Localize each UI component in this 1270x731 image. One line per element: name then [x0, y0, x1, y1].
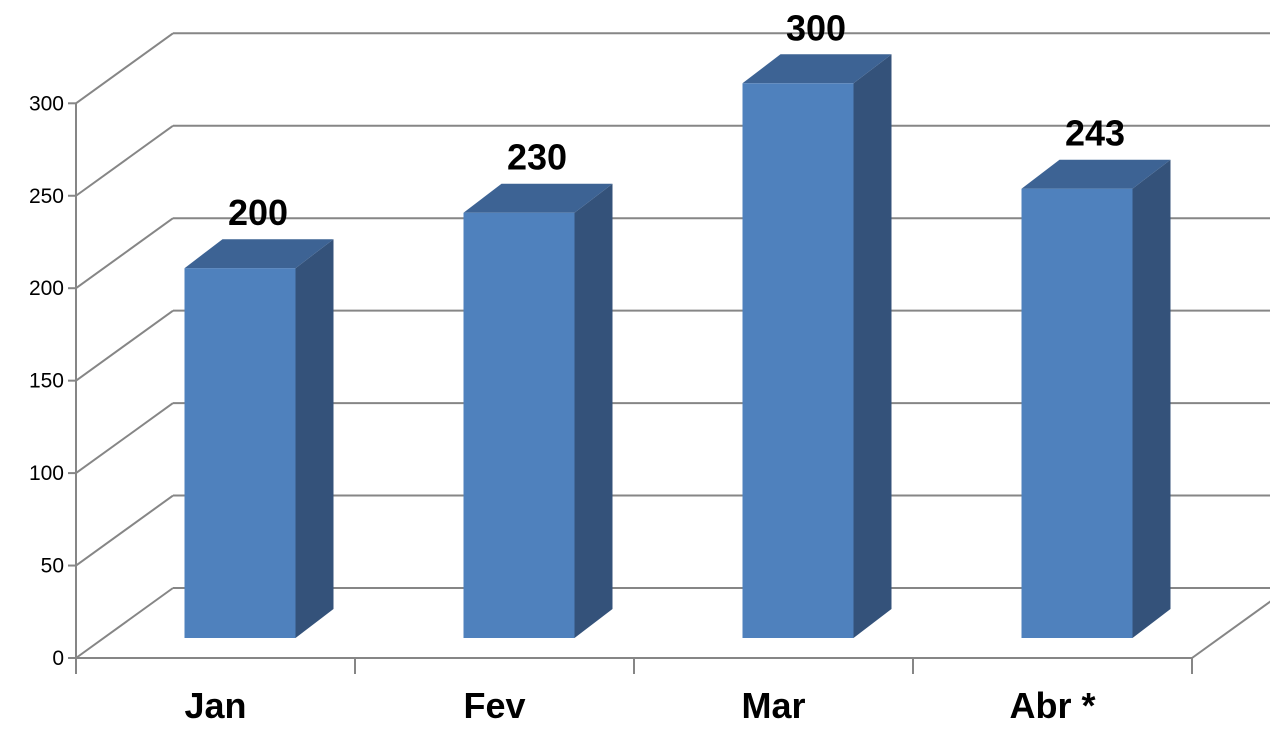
- data-label: 300: [786, 7, 846, 48]
- bar-jan: [184, 239, 334, 638]
- gridline-diagonal-100: [75, 402, 174, 474]
- bar-front-face: [1021, 188, 1133, 638]
- gridline-diagonal-200: [75, 217, 174, 290]
- floor-right-edge: [1191, 600, 1270, 659]
- y-tick-label: 50: [41, 555, 64, 578]
- data-label: 230: [507, 137, 567, 178]
- bar-side-face: [574, 183, 613, 639]
- bar-front-face: [742, 83, 854, 639]
- bar-side-face: [295, 239, 334, 638]
- y-tick-label: 200: [29, 277, 64, 300]
- gridline-diagonal-150: [75, 309, 174, 382]
- chart-axes: 0 50 100 150 200 250 300: [29, 92, 1270, 674]
- bar-top-face: [1021, 159, 1171, 189]
- y-tick-label: 250: [29, 185, 64, 208]
- gridline-diagonal-250: [75, 124, 174, 197]
- bar-top-face: [463, 183, 613, 213]
- chart-labels: 200 Jan 230 Fev 300 Mar 243 Abr *: [184, 7, 1125, 726]
- y-tick-label: 100: [29, 462, 64, 485]
- gridline-diagonal-300: [75, 32, 174, 105]
- x-tick-label: Mar: [741, 685, 805, 726]
- bar-fev: [463, 183, 613, 639]
- y-tick-label: 150: [29, 370, 64, 393]
- y-tick-label: 0: [52, 647, 64, 670]
- data-label: 200: [228, 192, 288, 233]
- bar-side-face: [1132, 159, 1171, 638]
- bar-abr: [1021, 159, 1171, 638]
- chart-bars: [184, 54, 1171, 639]
- gridline-diagonal-0: [75, 587, 174, 659]
- x-tick-label: Fev: [463, 685, 525, 726]
- bar-side-face: [853, 54, 892, 639]
- x-tick-label: Jan: [184, 685, 246, 726]
- bar-top-face: [742, 54, 892, 84]
- data-label: 243: [1065, 113, 1125, 154]
- bar-front-face: [463, 212, 575, 639]
- gridline-diagonal-50: [75, 494, 174, 567]
- bar-mar: [742, 54, 892, 639]
- bar-front-face: [184, 268, 296, 638]
- x-tick-label: Abr *: [1009, 685, 1095, 726]
- bar-top-face: [184, 239, 334, 269]
- y-tick-label: 300: [29, 92, 64, 115]
